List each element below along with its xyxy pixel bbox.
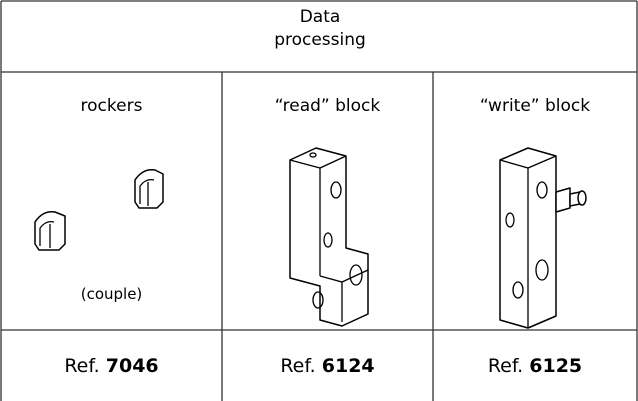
- rocker-illustration: [34, 168, 164, 251]
- reference: Ref. 6125: [433, 355, 637, 377]
- ref-prefix: Ref.: [280, 355, 316, 377]
- column-label: “read” block: [274, 96, 381, 116]
- read-block-illustration: [289, 147, 369, 327]
- column-label: “write” block: [479, 96, 591, 116]
- ref-number: 6125: [529, 355, 583, 377]
- ref-prefix: Ref.: [487, 355, 524, 377]
- ref-number: 7046: [105, 355, 159, 377]
- ref-prefix: Ref.: [64, 355, 100, 377]
- header-title: Data processing: [274, 7, 366, 50]
- reference: Ref. 6124: [222, 355, 433, 377]
- column-label: rockers: [80, 96, 143, 116]
- column-note: (couple): [80, 285, 143, 303]
- reference: Ref. 7046: [1, 355, 222, 377]
- ref-number: 6124: [321, 355, 375, 377]
- write-block-illustration: [499, 147, 587, 329]
